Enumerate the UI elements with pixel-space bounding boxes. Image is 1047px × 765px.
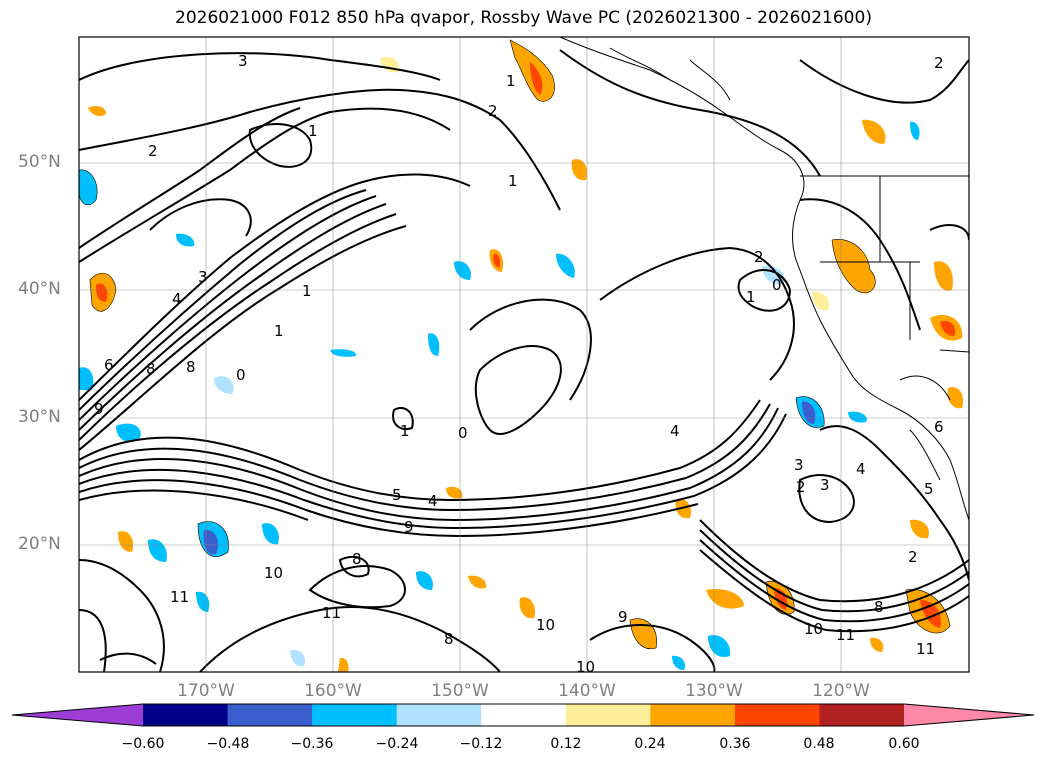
- gridlines: [79, 37, 969, 672]
- lat-label: 50°N: [18, 152, 61, 172]
- contour-label: 4: [670, 422, 680, 440]
- contour-label: 5: [392, 486, 402, 504]
- contour-label: 0: [458, 424, 468, 442]
- negative-anomaly-shading: [79, 121, 920, 670]
- lat-label: 40°N: [18, 279, 61, 299]
- contour-label: 10: [264, 564, 283, 582]
- contour-label: 6: [104, 356, 114, 374]
- lon-label: 170°W: [177, 681, 235, 701]
- contour-label: 3: [198, 268, 208, 286]
- colorbar-segment: [396, 704, 482, 726]
- colorbar-outline: [11, 703, 1035, 727]
- contour-label: 2: [908, 548, 918, 566]
- contour-label: 2: [148, 142, 158, 160]
- contour-label: 4: [428, 492, 438, 510]
- contour-labels: 3 2 1 2 1 1 1 2 3 4 6 8 8 9 1 0 1 0 4 4 …: [94, 52, 944, 676]
- colorbar-segment: [227, 704, 313, 726]
- contour-label: 8: [352, 550, 362, 568]
- contour-label: 11: [322, 604, 341, 622]
- contour-label: 3: [820, 476, 830, 494]
- contour-label: 1: [506, 72, 516, 90]
- colorbar-tick-label: −0.48: [206, 736, 250, 752]
- contour-label: 2: [754, 248, 764, 266]
- colorbar-extend-high: [904, 704, 1034, 726]
- contour-label: 0: [772, 276, 782, 294]
- contour-label: 8: [874, 598, 884, 616]
- lon-label: 130°W: [685, 681, 743, 701]
- contour-label: 10: [804, 620, 823, 638]
- contour-label: 9: [618, 608, 628, 626]
- colorbar-tick-label: −0.12: [459, 736, 503, 752]
- contour-label: 3: [794, 456, 804, 474]
- colorbar-segment: [143, 704, 229, 726]
- colorbar-extend-low: [12, 704, 143, 726]
- colorbar-segment: [734, 704, 820, 726]
- plot-background: [79, 37, 969, 672]
- contour-label: 8: [444, 630, 454, 648]
- lon-label: 140°W: [558, 681, 616, 701]
- contour-label: 5: [924, 480, 934, 498]
- contour-label: 10: [536, 616, 555, 634]
- contour-label: 1: [400, 422, 410, 440]
- colorbar-tick-label: 0.36: [719, 736, 751, 752]
- contour-label: 9: [404, 518, 414, 536]
- colorbar-segment: [565, 704, 651, 726]
- contour-label: 1: [274, 322, 284, 340]
- contour-label: 1: [746, 288, 756, 306]
- contour-label: 8: [146, 360, 156, 378]
- contour-label: 11: [916, 640, 935, 658]
- lat-label: 30°N: [18, 407, 61, 427]
- map-plot: 3 2 1 2 1 1 1 2 3 4 6 8 8 9 1 0 1 0 4 4 …: [78, 36, 970, 676]
- positive-anomaly-shading: [88, 39, 964, 672]
- colorbar-tick-label: 0.12: [550, 736, 582, 752]
- contour-label: 10: [576, 658, 595, 676]
- plot-frame: [78, 36, 970, 673]
- contour-label: 2: [488, 102, 498, 120]
- contour-lines: [79, 49, 969, 672]
- colorbar: [11, 703, 1035, 727]
- contour-label: 11: [836, 626, 855, 644]
- contour-label: 3: [238, 52, 248, 70]
- colorbar-segment: [481, 704, 567, 726]
- colorbar-segment: [650, 704, 736, 726]
- colorbar-tick-label: −0.36: [290, 736, 334, 752]
- lat-label: 20°N: [18, 534, 61, 554]
- colorbar-segment: [819, 704, 905, 726]
- contour-label: 0: [236, 366, 246, 384]
- contour-label: 11: [170, 588, 189, 606]
- contour-label: 1: [308, 122, 318, 140]
- lon-label: 150°W: [431, 681, 489, 701]
- colorbar-tick-label: 0.48: [803, 736, 835, 752]
- coastline: [559, 37, 969, 521]
- colorbar-tick-label: −0.60: [121, 736, 165, 752]
- lon-label: 160°W: [304, 681, 362, 701]
- colorbar-tick-label: 0.24: [634, 736, 666, 752]
- colorbar-tick-label: 0.60: [888, 736, 920, 752]
- contour-label: 9: [94, 400, 104, 418]
- chart-title: 2026021000 F012 850 hPa qvapor, Rossby W…: [175, 8, 872, 28]
- contour-label: 8: [186, 358, 196, 376]
- contour-label: 4: [172, 290, 182, 308]
- contour-label: 2: [796, 478, 806, 496]
- lon-label: 120°W: [812, 681, 870, 701]
- colorbar-segment: [312, 704, 398, 726]
- contour-label: 1: [302, 282, 312, 300]
- contour-label: 2: [934, 54, 944, 72]
- contour-label: 4: [856, 460, 866, 478]
- contour-label: 1: [508, 172, 518, 190]
- colorbar-tick-label: −0.24: [375, 736, 419, 752]
- contour-label: 6: [934, 418, 944, 436]
